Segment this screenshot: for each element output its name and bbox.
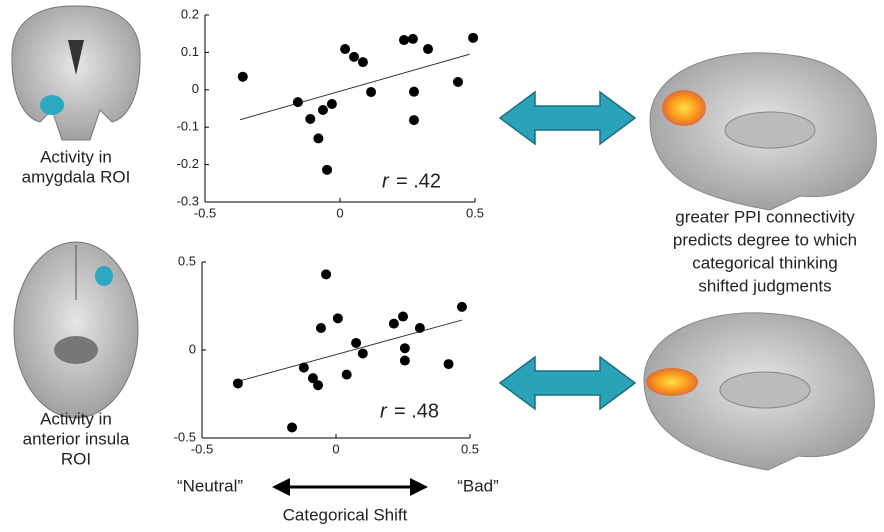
- point: [366, 87, 376, 97]
- connectivity-caption: categorical thinking: [692, 253, 838, 272]
- annotation-text: = .48: [394, 400, 439, 422]
- point: [233, 378, 243, 388]
- point: [322, 165, 332, 175]
- point: [409, 115, 419, 125]
- point: [313, 380, 323, 390]
- shift-left-label: “Neutral”: [177, 476, 243, 495]
- x-tick-label: 0.5: [461, 441, 479, 456]
- point: [409, 87, 419, 97]
- figure: “Neutral” “Bad” Categorical Shift Activi…: [0, 0, 884, 532]
- point: [400, 356, 410, 366]
- connectivity-caption: shifted judgments: [698, 276, 831, 295]
- roi-label: ROI: [61, 449, 91, 468]
- x-tick-label: 0.5: [466, 205, 484, 220]
- coronal-brain: [12, 6, 140, 140]
- y-tick-label: -0.1: [177, 119, 199, 134]
- y-tick-label: 0.2: [181, 6, 199, 21]
- point: [358, 57, 368, 67]
- point: [349, 52, 359, 62]
- y-tick-label: 0.1: [181, 44, 199, 59]
- point: [287, 422, 297, 432]
- point: [399, 35, 409, 45]
- point: [444, 359, 454, 369]
- shift-arrow: [272, 478, 428, 496]
- point: [415, 323, 425, 333]
- axial-brain: [14, 242, 138, 418]
- sagittal-brain: [650, 53, 876, 210]
- annotation-symbol: r: [380, 400, 388, 422]
- point: [313, 133, 323, 143]
- point: [389, 319, 399, 329]
- point: [299, 363, 309, 373]
- y-tick-label: 0: [189, 341, 196, 356]
- point: [316, 323, 326, 333]
- point: [340, 44, 350, 54]
- annotation-symbol: r: [382, 170, 390, 192]
- sagittal-brain: [644, 313, 874, 470]
- connectivity-caption: greater PPI connectivity: [675, 207, 855, 226]
- shift-axis-title: Categorical Shift: [283, 505, 408, 524]
- x-tick-label: -0.5: [194, 205, 216, 220]
- roi-label: anterior insula: [23, 429, 130, 448]
- point: [400, 343, 410, 353]
- roi-label: amygdala ROI: [22, 167, 131, 186]
- point: [333, 313, 343, 323]
- point: [468, 33, 478, 43]
- connectivity-caption: predicts degree to which: [673, 230, 857, 249]
- roi-label: Activity in: [40, 147, 112, 166]
- x-tick-label: 0: [336, 205, 343, 220]
- point: [408, 34, 418, 44]
- y-tick-label: 0: [192, 81, 199, 96]
- point: [457, 302, 467, 312]
- point: [238, 72, 248, 82]
- point: [351, 338, 361, 348]
- point: [398, 312, 408, 322]
- roi-label: Activity in: [40, 409, 112, 428]
- shift-right-label: “Bad”: [457, 476, 499, 495]
- y-tick-label: -0.2: [177, 156, 199, 171]
- point: [293, 97, 303, 107]
- double-arrow: [500, 357, 635, 409]
- annotation-text: = .42: [396, 170, 441, 192]
- point: [358, 349, 368, 359]
- point: [453, 77, 463, 87]
- point: [305, 114, 315, 124]
- x-tick-label: -0.5: [191, 441, 213, 456]
- point: [321, 269, 331, 279]
- point: [342, 370, 352, 380]
- y-tick-label: 0.5: [178, 253, 196, 268]
- x-tick-label: 0: [332, 441, 339, 456]
- fit-line: [240, 54, 470, 119]
- double-arrow: [500, 92, 635, 144]
- point: [423, 44, 433, 54]
- point: [327, 99, 337, 109]
- point: [318, 105, 328, 115]
